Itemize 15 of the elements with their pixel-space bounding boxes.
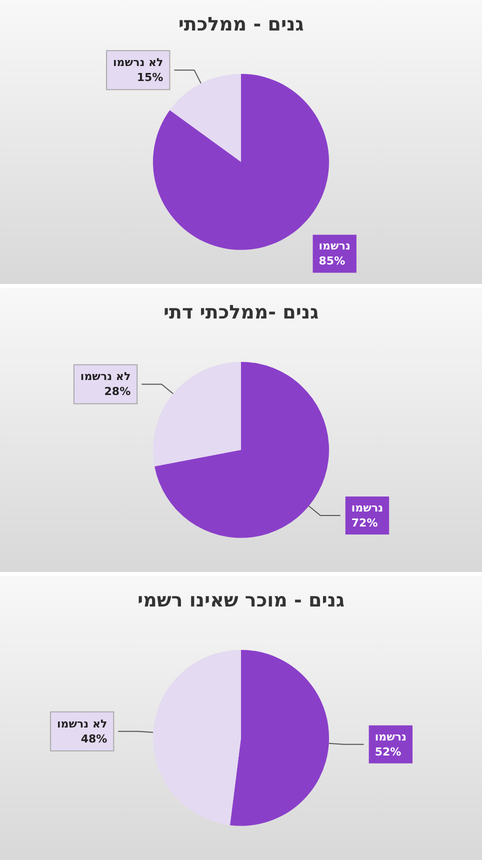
data-label: 15%	[136, 71, 164, 84]
slice-label: נרשמו	[351, 502, 384, 515]
data-label: 52%	[374, 745, 402, 758]
data-label: 48%	[80, 732, 108, 746]
slice-label: נרשמו	[318, 240, 350, 253]
slice-label: לא נרשמו	[80, 370, 131, 384]
chart-title: גנים - ממלכתי	[178, 14, 304, 36]
data-label: 85%	[318, 254, 346, 268]
chart-title: גנים -ממלכתי דתי	[163, 302, 319, 324]
data-label: 72%	[351, 516, 378, 530]
chart-title: גנים - מוכר שאינו רשמי	[138, 590, 344, 612]
data-label: 28%	[104, 385, 131, 398]
slice-label: לא נרשמו	[113, 56, 164, 70]
slice-label: נרשמו	[374, 730, 407, 744]
slice-label: לא נרשמו	[56, 717, 108, 730]
